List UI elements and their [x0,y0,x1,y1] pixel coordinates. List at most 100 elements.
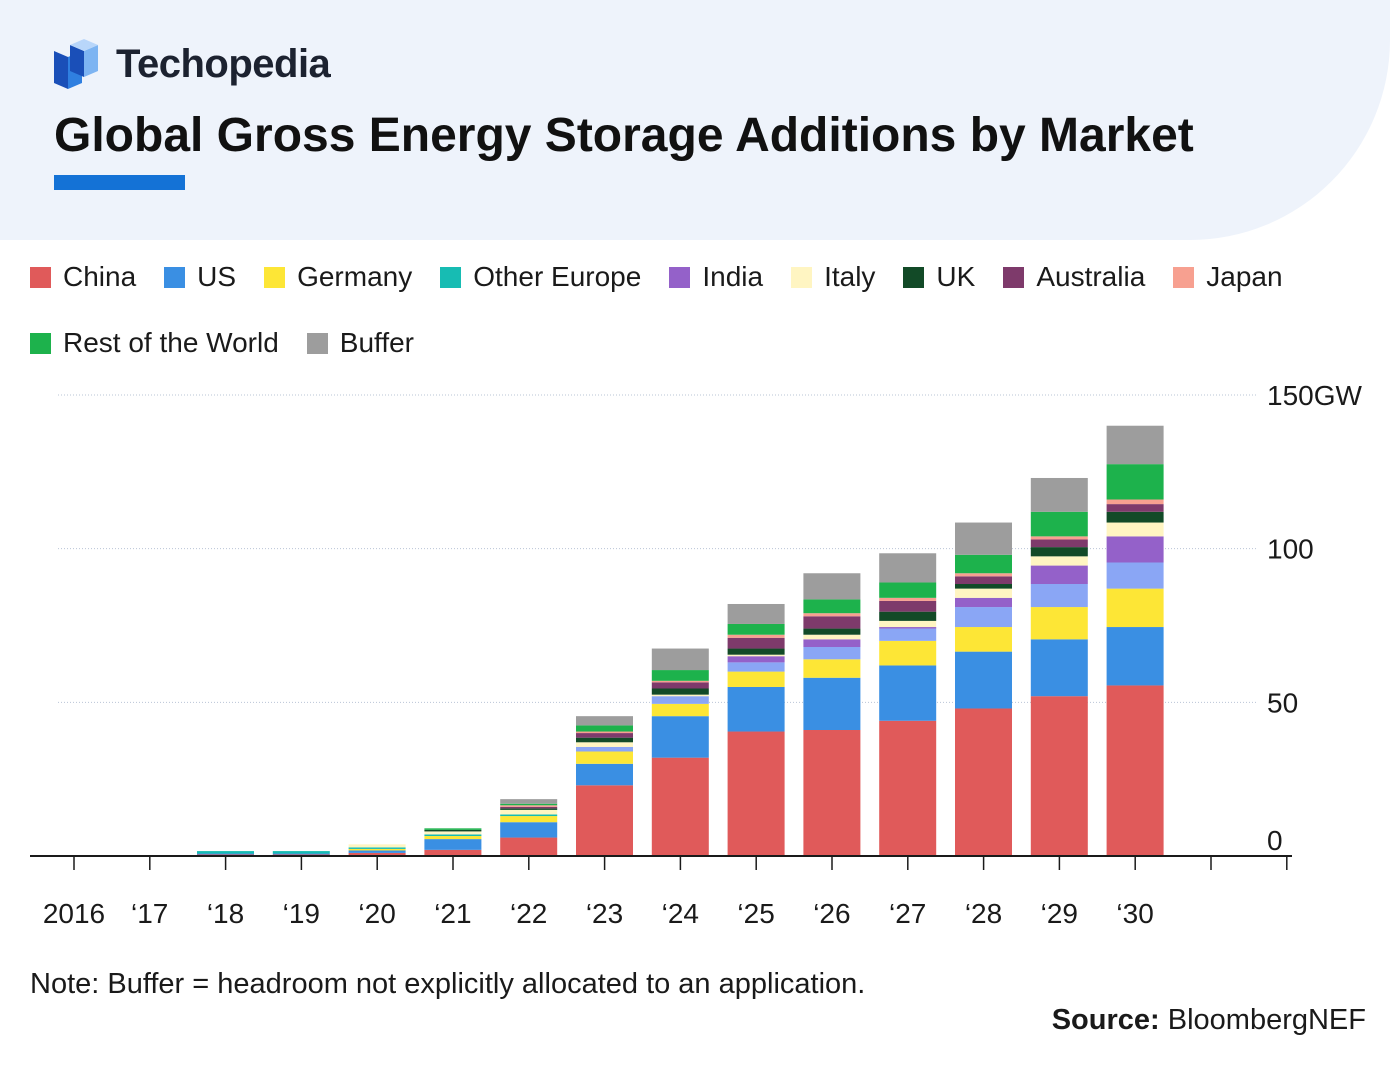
x-tick-label: ‘27 [889,898,926,929]
bar-segment [879,627,937,629]
bar-segment [1030,539,1088,548]
x-tick-label: ‘18 [207,898,244,929]
title-underline [54,175,185,190]
bar-segment [651,757,709,856]
bar-segment [803,634,861,640]
bar-segment [424,834,482,837]
bar-segment [1030,639,1088,697]
bar-segment [576,785,633,856]
bar-segment [727,656,785,663]
legend-item: China [30,258,136,296]
bar-segment [1106,536,1164,563]
legend-item: Other Europe [440,258,641,296]
legend-label: Rest of the World [63,327,279,358]
bar-segment [424,839,482,850]
legend-label: Japan [1206,261,1283,292]
x-tick-label: ‘26 [813,898,850,929]
bar-segment [879,600,937,612]
legend-swatch [264,266,286,288]
legend-item: Buffer [306,324,414,362]
bar-segment [1030,511,1088,537]
bar-segment [803,613,861,617]
bar-segment [1106,588,1164,628]
bar-segment [500,805,558,807]
chart-note: Note: Buffer = headroom not explicitly a… [30,968,866,1000]
techopedia-logo-icon [54,39,98,89]
x-tick-label: ‘28 [965,898,1002,929]
bar-segment [803,616,861,629]
legend-swatch [903,266,925,288]
y-tick-label: 150GW [1267,380,1362,411]
bar-segment [651,670,709,681]
bar-segment [955,588,1012,598]
bar-segment [1106,511,1164,523]
bar-segment [651,682,709,689]
bar-segment [727,662,785,672]
bar-segment [803,599,861,614]
source-label: Source: [1051,1004,1160,1036]
bar-segment [955,651,1012,709]
legend-swatch [1003,266,1025,288]
bar-segment [348,848,406,851]
bar-segment [1106,627,1164,686]
bar-segment [651,694,709,697]
bar-segment [651,688,709,695]
bar-segment [1030,536,1088,540]
bar-segment [651,716,709,758]
bar-segment [727,648,785,655]
bar-segment [1030,696,1088,856]
bar-segment [197,851,254,854]
x-tick-label: ‘22 [510,898,547,929]
bar-segment [1106,504,1164,512]
x-tick-label: ‘21 [434,898,471,929]
bar-segment [576,737,633,743]
y-tick-label: 100 [1267,534,1314,565]
x-tick-label: ‘23 [586,898,623,929]
bar-segment [1106,685,1164,856]
header-background [0,0,1390,240]
bar-segment [500,814,558,817]
brand-logo[interactable]: Techopedia [52,36,331,92]
bar-segment [1106,425,1164,465]
legend-item: US [164,258,236,296]
bar-segment [803,647,861,660]
bar-segment [500,799,558,804]
legend-label: Australia [1036,261,1146,292]
y-tick-label: 0 [1267,825,1283,856]
bar-segment [955,584,1012,589]
bar-segment [803,659,861,678]
bar-segment [576,746,633,752]
bar-segment [576,763,633,786]
bar-segment [955,522,1012,555]
legend-item: India [669,258,763,296]
stacked-bar-chart: 0 50 100 150GW 2016 ‘17 ‘18 ‘19 ‘20 ‘21 ‘22 ‘23 ‘24 ‘… [30,380,1362,929]
bar-segment [955,708,1012,856]
bar-segment [500,822,558,838]
bar-segment [1030,547,1088,557]
x-tick-label: ‘20 [358,898,395,929]
bar-segment [879,720,937,856]
legend-label: Buffer [339,327,414,358]
x-tick-label: ‘29 [1041,898,1078,929]
bar-segment [879,582,937,598]
bar-segment [955,627,1012,652]
legend-label: Italy [824,261,876,292]
bar-segment [1030,584,1088,608]
bar-segment [576,716,633,726]
bar-segment [424,828,482,830]
legend-label: Other Europe [473,261,642,292]
bar-segment [197,853,254,855]
x-tick-label: 2016 [43,898,105,929]
bar-segment [424,829,482,832]
bar-segment [955,597,1012,608]
bar-segment [879,597,937,601]
legend-swatch [440,266,462,288]
bar-segment [955,576,1012,585]
legend-item: Japan [1173,258,1283,296]
bar-segment [1106,464,1164,500]
bar-segment [348,850,406,853]
source-value: BloombergNEF [1167,1004,1366,1036]
bar-segment [727,686,785,732]
legend-label: China [63,261,137,292]
legend-item: Rest of the World [30,324,279,362]
